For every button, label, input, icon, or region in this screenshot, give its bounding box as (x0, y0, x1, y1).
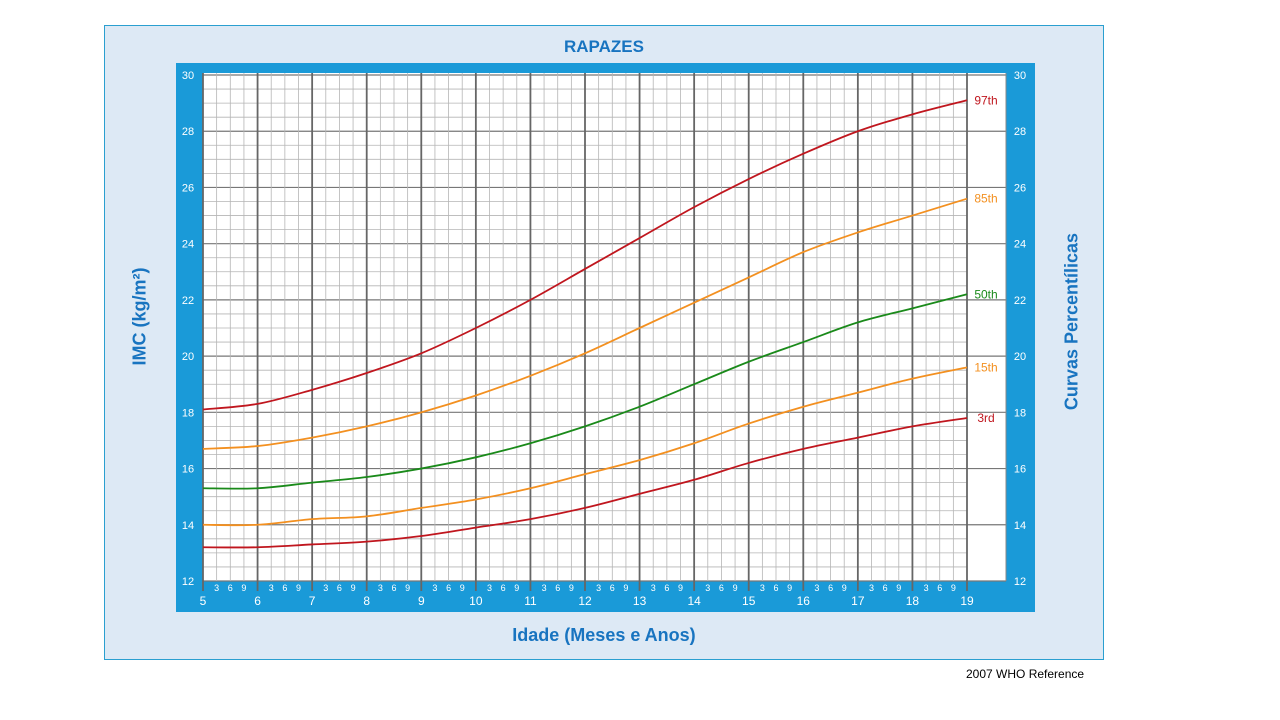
percentile-label-3rd: 3rd (977, 411, 994, 425)
month-tick-label: 3 (705, 583, 710, 593)
x-tick-label: 6 (254, 594, 261, 608)
month-tick-label: 9 (351, 583, 356, 593)
month-tick-label: 6 (282, 583, 287, 593)
month-tick-label: 9 (842, 583, 847, 593)
y-tick-label: 12 (182, 576, 194, 588)
x-tick-label: 13 (633, 594, 647, 608)
month-tick-label: 6 (828, 583, 833, 593)
y-tick-label-right: 20 (1014, 351, 1026, 363)
y-tick-label-right: 26 (1014, 182, 1026, 194)
y-tick-label-right: 28 (1014, 126, 1026, 138)
month-tick-label: 3 (542, 583, 547, 593)
x-tick-label: 15 (742, 594, 756, 608)
x-tick-label: 18 (906, 594, 920, 608)
percentile-curve-3rd (202, 417, 968, 549)
month-tick-label: 9 (896, 583, 901, 593)
month-tick-label: 6 (337, 583, 342, 593)
x-tick-label: 7 (309, 594, 316, 608)
x-tick-label: 17 (851, 594, 865, 608)
y-tick-label-right: 22 (1014, 295, 1026, 307)
percentile-label-50th: 50th (974, 287, 997, 301)
y-tick-label: 20 (182, 351, 194, 363)
month-tick-label: 3 (596, 583, 601, 593)
month-tick-label: 3 (869, 583, 874, 593)
x-tick-label: 8 (363, 594, 370, 608)
y-tick-label: 26 (182, 182, 194, 194)
month-tick-label: 3 (214, 583, 219, 593)
percentile-curve-85th (202, 197, 968, 450)
percentile-curve-15th (202, 366, 968, 527)
month-tick-label: 9 (623, 583, 628, 593)
y-tick-label-right: 14 (1014, 520, 1026, 532)
source-note: 2007 WHO Reference (966, 667, 1085, 681)
month-tick-label: 6 (719, 583, 724, 593)
month-tick-label: 3 (651, 583, 656, 593)
x-tick-label: 12 (578, 594, 592, 608)
month-tick-label: 9 (951, 583, 956, 593)
month-tick-label: 3 (323, 583, 328, 593)
month-tick-label: 3 (378, 583, 383, 593)
month-tick-label: 6 (446, 583, 451, 593)
month-tick-label: 6 (773, 583, 778, 593)
month-tick-label: 6 (883, 583, 888, 593)
x-axis-label: Idade (Meses e Anos) (512, 625, 696, 645)
x-tick-label: 9 (418, 594, 425, 608)
month-tick-label: 6 (501, 583, 506, 593)
month-tick-label: 6 (937, 583, 942, 593)
y-tick-label-right: 18 (1014, 407, 1026, 419)
x-tick-label: 10 (469, 594, 483, 608)
month-tick-label: 6 (555, 583, 560, 593)
month-tick-label: 6 (391, 583, 396, 593)
chart-title: RAPAZES (564, 37, 644, 56)
month-tick-label: 9 (460, 583, 465, 593)
month-tick-label: 6 (610, 583, 615, 593)
x-tick-label: 14 (687, 594, 701, 608)
month-tick-label: 9 (733, 583, 738, 593)
percentile-label-85th: 85th (974, 192, 997, 206)
month-tick-label: 9 (514, 583, 519, 593)
y-tick-label-right: 30 (1014, 70, 1026, 82)
x-tick-label: 11 (524, 594, 537, 608)
x-tick-label: 16 (797, 594, 811, 608)
month-tick-label: 9 (241, 583, 246, 593)
percentile-label-15th: 15th (974, 360, 997, 374)
month-tick-label: 3 (760, 583, 765, 593)
y-tick-label: 22 (182, 295, 194, 307)
y-tick-label: 30 (182, 70, 194, 82)
y-tick-label-right: 24 (1014, 239, 1026, 251)
y-tick-label: 28 (182, 126, 194, 138)
month-tick-label: 3 (269, 583, 274, 593)
y-tick-label: 16 (182, 464, 194, 476)
x-tick-label: 5 (200, 594, 207, 608)
month-tick-label: 3 (924, 583, 929, 593)
month-tick-label: 3 (814, 583, 819, 593)
y-tick-label: 24 (182, 239, 194, 251)
month-tick-label: 9 (569, 583, 574, 593)
month-tick-label: 9 (405, 583, 410, 593)
x-tick-label: 19 (960, 594, 974, 608)
y-tick-label-right: 12 (1014, 576, 1026, 588)
month-tick-label: 3 (432, 583, 437, 593)
y-tick-label-right: 16 (1014, 464, 1026, 476)
month-tick-label: 9 (296, 583, 301, 593)
month-tick-label: 3 (487, 583, 492, 593)
y-tick-label: 18 (182, 407, 194, 419)
y-tick-label: 14 (182, 520, 194, 532)
month-tick-label: 9 (678, 583, 683, 593)
percentile-label-97th: 97th (974, 93, 997, 107)
month-tick-label: 9 (787, 583, 792, 593)
percentile-curve-97th (202, 99, 968, 411)
month-tick-label: 6 (664, 583, 669, 593)
percentile-curve-50th (202, 293, 968, 490)
plot-area (203, 73, 1006, 581)
month-tick-label: 6 (228, 583, 233, 593)
